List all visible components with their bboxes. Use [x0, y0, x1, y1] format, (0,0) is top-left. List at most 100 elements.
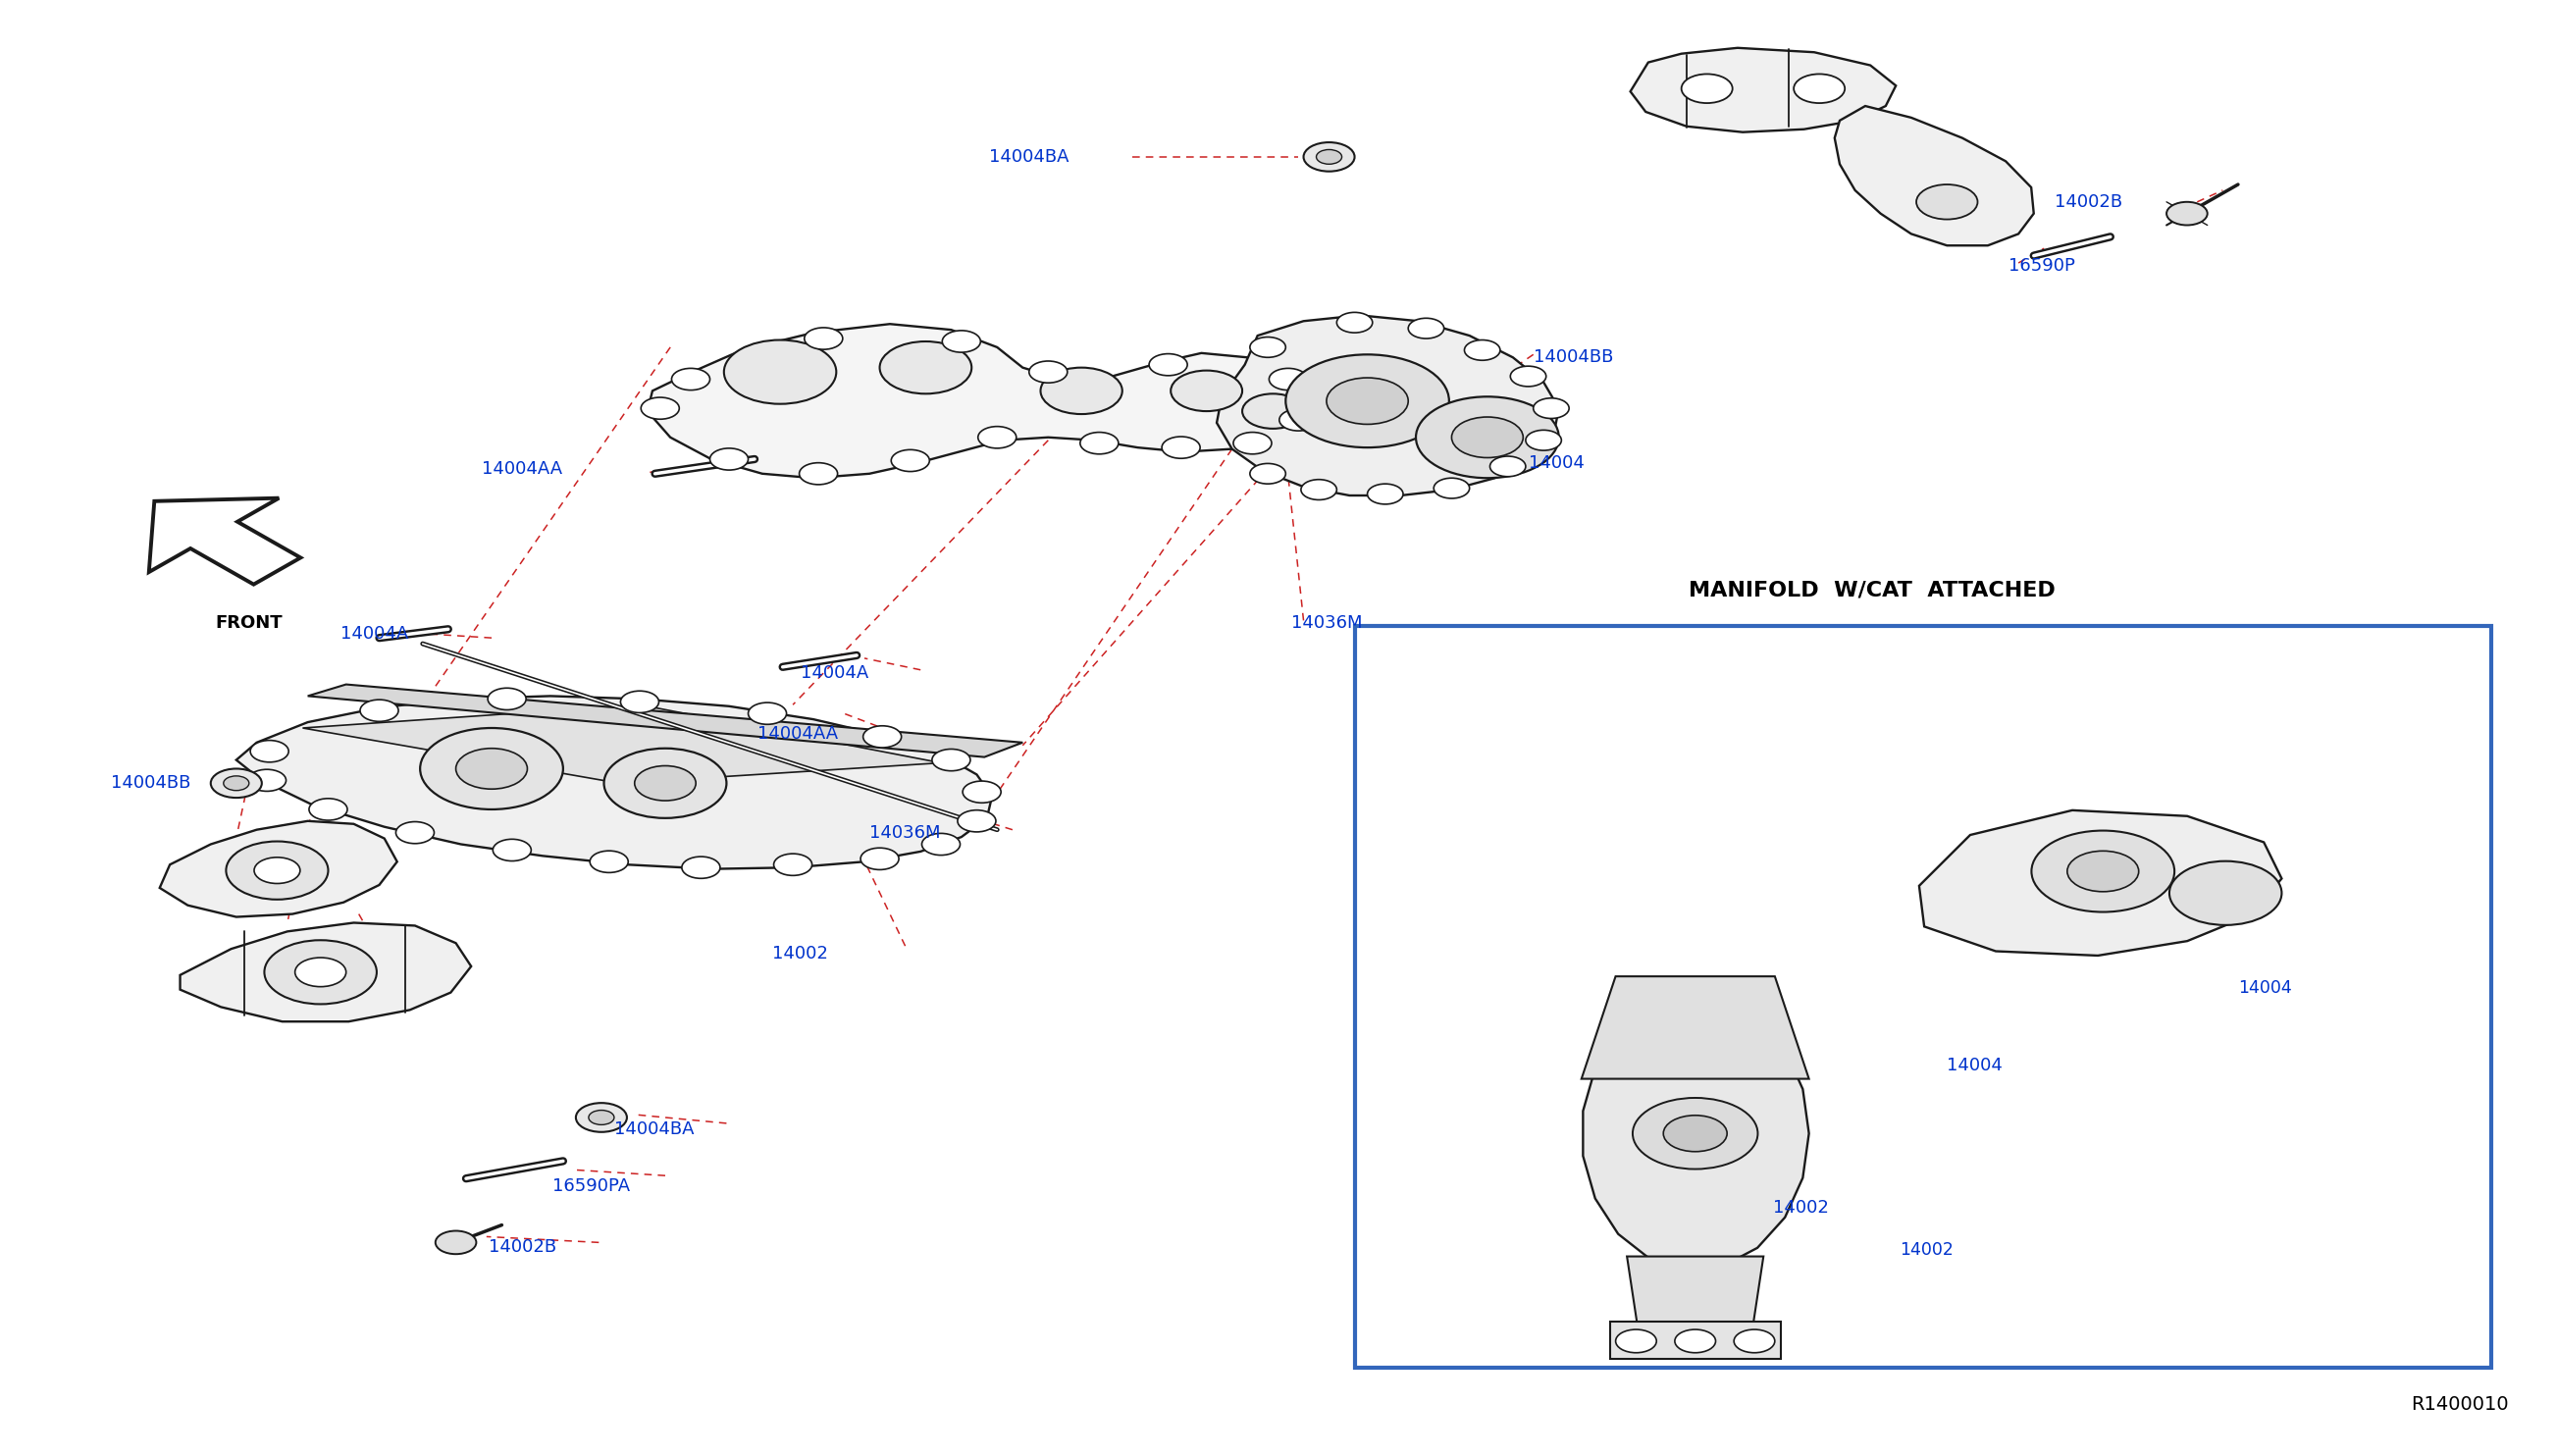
Text: 14004BB: 14004BB [1534, 348, 1613, 367]
Text: 14004AA: 14004AA [757, 725, 838, 743]
Circle shape [248, 769, 286, 791]
Circle shape [590, 850, 629, 872]
Circle shape [1327, 377, 1408, 424]
Circle shape [672, 368, 711, 390]
Circle shape [2167, 202, 2208, 226]
Circle shape [861, 847, 900, 869]
Circle shape [253, 858, 299, 884]
Circle shape [360, 700, 399, 722]
Text: 14036M: 14036M [869, 824, 941, 842]
Circle shape [396, 821, 435, 843]
Circle shape [1316, 150, 1342, 165]
Text: 14004: 14004 [1528, 454, 1585, 472]
Circle shape [1337, 313, 1373, 333]
Circle shape [455, 748, 527, 789]
Circle shape [1150, 354, 1189, 376]
Text: 14004A: 14004A [340, 625, 409, 642]
Circle shape [642, 397, 680, 419]
Circle shape [1452, 416, 1523, 457]
Circle shape [1490, 456, 1526, 476]
Circle shape [943, 331, 982, 352]
Circle shape [1615, 1329, 1656, 1353]
Circle shape [603, 748, 726, 818]
Circle shape [1081, 432, 1120, 454]
Text: 14036M: 14036M [1291, 614, 1362, 632]
Circle shape [1304, 143, 1355, 172]
Polygon shape [179, 923, 470, 1022]
Circle shape [805, 328, 843, 349]
Text: 14004A: 14004A [800, 664, 869, 681]
Circle shape [774, 853, 813, 875]
Circle shape [1408, 319, 1444, 339]
Text: 14002B: 14002B [488, 1238, 557, 1255]
Text: 14004BB: 14004BB [110, 775, 192, 792]
Circle shape [222, 776, 248, 791]
Circle shape [225, 842, 327, 900]
Circle shape [1278, 409, 1316, 431]
Circle shape [263, 941, 376, 1005]
Circle shape [682, 856, 721, 878]
Circle shape [1242, 393, 1304, 428]
Text: R1400010: R1400010 [2410, 1395, 2507, 1414]
Circle shape [488, 689, 527, 711]
Circle shape [1235, 432, 1273, 454]
Text: 14004AA: 14004AA [481, 460, 562, 478]
Circle shape [879, 341, 971, 393]
Text: 16590PA: 16590PA [552, 1176, 631, 1194]
Polygon shape [1835, 106, 2035, 246]
Text: 14004: 14004 [2239, 978, 2293, 996]
Text: 14002: 14002 [1774, 1198, 1830, 1216]
Circle shape [1917, 185, 1978, 220]
Polygon shape [1582, 997, 1810, 1270]
Circle shape [1270, 368, 1306, 390]
Circle shape [979, 427, 1017, 448]
Circle shape [575, 1104, 626, 1131]
Circle shape [309, 798, 348, 820]
Circle shape [634, 766, 695, 801]
Circle shape [723, 339, 836, 403]
Text: 14004BA: 14004BA [613, 1120, 695, 1139]
Circle shape [2170, 860, 2283, 925]
Polygon shape [302, 705, 941, 783]
Circle shape [493, 839, 532, 860]
Text: 16590P: 16590P [2009, 258, 2075, 275]
Circle shape [621, 692, 659, 713]
Circle shape [923, 833, 961, 855]
Circle shape [2032, 830, 2175, 911]
Circle shape [1286, 354, 1449, 447]
Circle shape [864, 727, 902, 747]
Circle shape [1674, 1329, 1715, 1353]
Circle shape [1040, 367, 1122, 414]
Text: FRONT: FRONT [215, 614, 284, 632]
Text: MANIFOLD  W/CAT  ATTACHED: MANIFOLD W/CAT ATTACHED [1690, 581, 2055, 600]
Circle shape [1030, 361, 1068, 383]
Circle shape [1633, 1098, 1759, 1169]
Circle shape [964, 780, 1002, 802]
Circle shape [1465, 339, 1500, 360]
Polygon shape [1217, 316, 1559, 495]
Text: 14002B: 14002B [2055, 194, 2121, 211]
Bar [1355, 626, 2490, 1367]
Polygon shape [307, 684, 1022, 757]
Circle shape [1511, 365, 1546, 386]
Text: 14002: 14002 [772, 945, 828, 962]
Circle shape [435, 1230, 475, 1254]
Circle shape [250, 740, 289, 761]
Circle shape [1163, 437, 1201, 459]
Circle shape [1250, 463, 1286, 483]
Polygon shape [1631, 48, 1897, 132]
Circle shape [749, 703, 787, 725]
Circle shape [1250, 338, 1286, 357]
Circle shape [294, 958, 345, 987]
Polygon shape [1610, 1322, 1782, 1358]
Circle shape [2068, 850, 2139, 891]
Circle shape [1526, 430, 1562, 450]
Circle shape [958, 810, 997, 831]
Circle shape [210, 769, 261, 798]
Circle shape [588, 1111, 613, 1124]
Circle shape [800, 463, 838, 485]
Polygon shape [1628, 1257, 1764, 1332]
Polygon shape [158, 821, 396, 917]
Polygon shape [647, 325, 1304, 478]
Text: 14004: 14004 [1948, 1057, 2004, 1075]
